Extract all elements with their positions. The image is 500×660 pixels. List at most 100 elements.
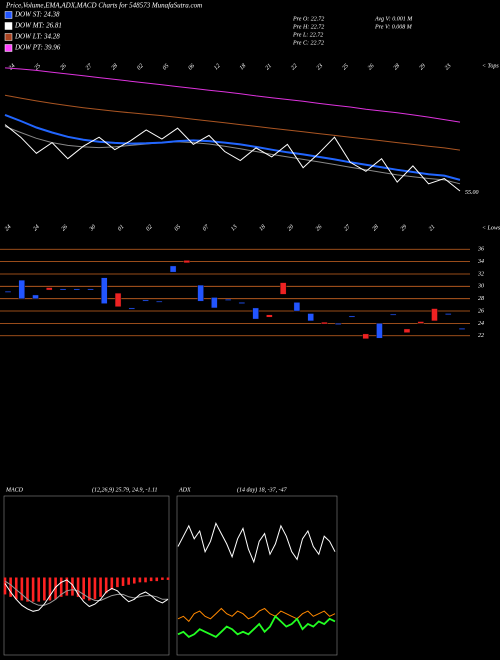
candle [362, 333, 369, 340]
adx-frame [176, 495, 338, 656]
series-line [4, 580, 168, 606]
date-label: 26 [61, 224, 69, 232]
annotation: < Tops [482, 63, 499, 69]
candle [417, 321, 424, 324]
candle [211, 297, 218, 309]
candle [114, 292, 122, 307]
candle [73, 288, 80, 291]
candle [445, 313, 452, 315]
candle [266, 314, 273, 318]
date-label: 26 [367, 63, 375, 71]
info-text: Pre C: 22.72 [292, 40, 324, 46]
legend-swatch [4, 22, 13, 30]
series-line [4, 125, 461, 185]
date-label: 07 [202, 223, 211, 232]
series-line [4, 579, 169, 612]
candle [390, 313, 397, 316]
date-label: 28 [371, 224, 379, 232]
date-label: 21 [264, 63, 272, 71]
legend-swatch [4, 11, 13, 19]
date-label: 18 [258, 224, 266, 232]
date-label: 24 [32, 223, 41, 232]
series-line [177, 607, 336, 623]
candle [279, 282, 287, 295]
date-label: 30 [88, 224, 97, 233]
date-label: 24 [7, 62, 16, 71]
date-label: 01 [117, 224, 125, 232]
y-tick-label: 32 [477, 271, 484, 277]
info-text: Pre V: 0.008 M [374, 24, 413, 30]
candle [403, 328, 411, 333]
candle [128, 307, 136, 310]
legend-swatch [4, 44, 13, 52]
adx-params: (14 day) 18, -37, -47 [237, 486, 288, 493]
y-tick-label: 34 [477, 258, 484, 265]
date-label: 02 [136, 63, 144, 71]
candle [293, 302, 301, 312]
candle [142, 299, 149, 302]
candle [458, 328, 466, 330]
macd-params: (12,26,9) 25.79, 24.9, -1.11 [92, 486, 158, 493]
candle [197, 284, 204, 302]
date-label: 23 [444, 63, 452, 71]
candle [156, 300, 163, 303]
series-line [4, 124, 461, 192]
candle [169, 265, 177, 273]
candle [376, 323, 383, 339]
date-label: 27 [343, 223, 352, 232]
legend-swatch [4, 33, 13, 41]
date-label: 05 [162, 63, 170, 71]
adx-title: ADX [178, 487, 191, 493]
series-line [4, 67, 461, 123]
candle [238, 302, 246, 304]
y-tick-label: 22 [478, 333, 484, 339]
candle [321, 321, 328, 325]
date-label: 06 [188, 63, 196, 71]
date-label: 29 [418, 63, 426, 71]
info-text: Pre L: 22.72 [292, 32, 323, 38]
macd-frame [3, 495, 170, 656]
date-label: 27 [85, 62, 94, 71]
info-text: Pre H: 22.72 [292, 24, 324, 30]
candle [46, 287, 53, 291]
candle [18, 279, 25, 299]
date-label: 02 [145, 224, 153, 232]
y-tick-label: 55.00 [465, 190, 479, 196]
legend-label: DOW LT: 34.28 [14, 33, 60, 41]
candle [59, 288, 67, 291]
candle [183, 260, 191, 264]
date-label: 26 [59, 63, 67, 71]
date-label: 29 [400, 224, 408, 232]
candle [431, 308, 438, 322]
y-tick-label: 24 [478, 320, 484, 327]
info-text: Avg V: 0.001 M [374, 16, 413, 22]
annotation: < Lows [482, 225, 500, 231]
date-label: 13 [230, 224, 238, 232]
date-label: 18 [239, 63, 247, 71]
candle [307, 313, 314, 322]
date-label: 20 [287, 224, 295, 232]
date-label: 26 [315, 224, 323, 232]
candle [348, 315, 356, 318]
candle [252, 307, 259, 320]
macd-title: MACD [5, 487, 24, 493]
y-tick-label: 28 [478, 296, 484, 302]
date-label: 21 [428, 224, 436, 232]
date-label: 24 [3, 223, 12, 232]
date-label: 28 [393, 63, 401, 71]
candle [224, 299, 232, 301]
legend-label: DOW ST: 24.38 [14, 11, 60, 19]
candle [87, 288, 94, 291]
info-text: Pre O: 22.72 [292, 16, 324, 22]
candle [334, 323, 342, 325]
date-label: 28 [111, 63, 119, 71]
y-tick-label: 30 [477, 284, 484, 290]
date-label: 22 [290, 63, 298, 71]
series-line [4, 94, 461, 151]
series-line [4, 113, 461, 181]
legend-label: DOW PT: 39.96 [14, 44, 61, 52]
candle [32, 294, 39, 299]
series-line [177, 521, 336, 564]
